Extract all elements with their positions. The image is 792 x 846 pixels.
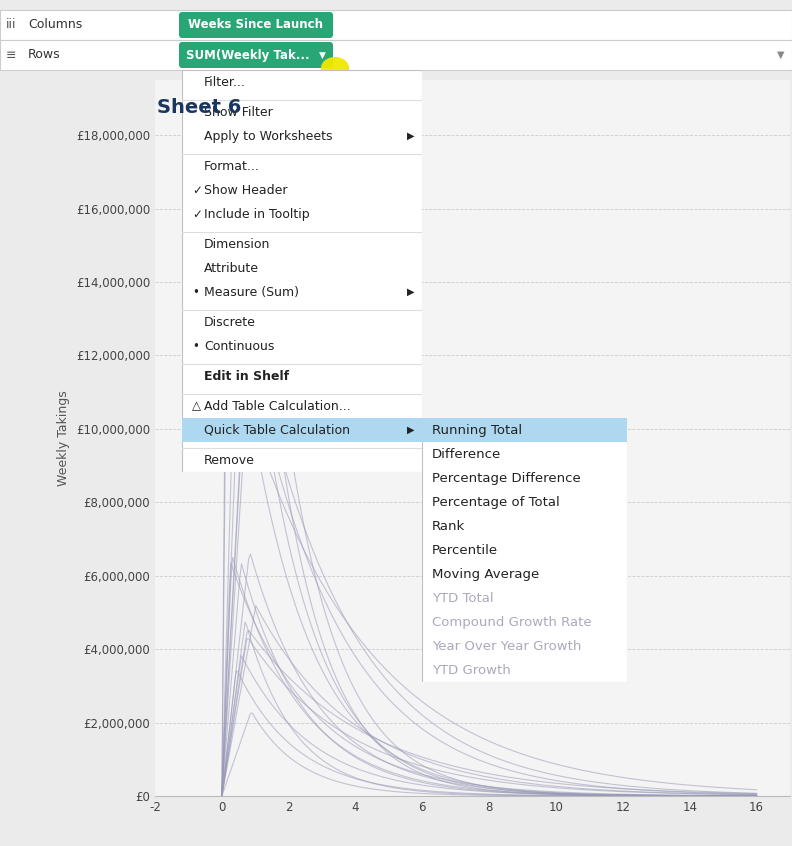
Text: SUM(Weekly Tak...: SUM(Weekly Tak... — [186, 48, 310, 62]
FancyBboxPatch shape — [424, 420, 629, 684]
Text: YTD Growth: YTD Growth — [432, 663, 511, 677]
Text: Filter...: Filter... — [204, 75, 246, 89]
Text: Include in Tooltip: Include in Tooltip — [204, 207, 310, 221]
Bar — [422, 418, 627, 442]
Text: •: • — [192, 285, 199, 299]
Text: Running Total: Running Total — [432, 424, 522, 437]
Text: Rows: Rows — [28, 48, 61, 62]
Text: Show Header: Show Header — [204, 184, 287, 196]
Text: Format...: Format... — [204, 160, 260, 173]
Bar — [182, 418, 422, 442]
Text: Discrete: Discrete — [204, 316, 256, 328]
FancyBboxPatch shape — [0, 10, 792, 40]
Text: ▶: ▶ — [406, 425, 414, 435]
Text: Sheet 6: Sheet 6 — [157, 98, 242, 117]
Text: Columns: Columns — [28, 19, 82, 31]
Text: ✓: ✓ — [192, 207, 202, 221]
Text: Remove: Remove — [204, 453, 255, 466]
Text: ≡: ≡ — [6, 48, 17, 62]
Text: iii: iii — [6, 19, 17, 31]
FancyBboxPatch shape — [179, 12, 333, 38]
Text: Continuous: Continuous — [204, 339, 274, 353]
Text: ▼: ▼ — [319, 51, 326, 59]
Text: Weeks Since Launch: Weeks Since Launch — [188, 19, 323, 31]
Text: Moving Average: Moving Average — [432, 568, 539, 580]
FancyBboxPatch shape — [422, 418, 627, 682]
FancyBboxPatch shape — [0, 40, 792, 70]
Text: Difference: Difference — [432, 448, 501, 460]
Text: ▼: ▼ — [776, 50, 784, 60]
FancyBboxPatch shape — [179, 42, 333, 68]
FancyBboxPatch shape — [182, 70, 422, 472]
Text: Measure (Sum): Measure (Sum) — [204, 285, 299, 299]
Y-axis label: Weekly Takings: Weekly Takings — [57, 390, 70, 486]
Text: Edit in Shelf: Edit in Shelf — [204, 370, 289, 382]
Text: ▶: ▶ — [406, 287, 414, 297]
Text: Rank: Rank — [432, 519, 465, 532]
Text: ✓: ✓ — [192, 184, 202, 196]
Text: Percentage Difference: Percentage Difference — [432, 471, 581, 485]
Text: YTD Total: YTD Total — [432, 591, 493, 605]
Text: ▶: ▶ — [406, 131, 414, 141]
Text: Attribute: Attribute — [204, 261, 259, 274]
Text: △: △ — [192, 399, 201, 413]
Text: Add Table Calculation...: Add Table Calculation... — [204, 399, 351, 413]
Text: Apply to Worksheets: Apply to Worksheets — [204, 129, 333, 142]
Text: Dimension: Dimension — [204, 238, 270, 250]
Text: Compound Growth Rate: Compound Growth Rate — [432, 616, 592, 629]
Text: Quick Table Calculation: Quick Table Calculation — [204, 424, 350, 437]
Text: Percentage of Total: Percentage of Total — [432, 496, 560, 508]
Text: Percentile: Percentile — [432, 543, 498, 557]
Text: Year Over Year Growth: Year Over Year Growth — [432, 640, 581, 652]
Ellipse shape — [321, 57, 349, 79]
Text: •: • — [192, 339, 199, 353]
Text: Show Filter: Show Filter — [204, 106, 272, 118]
FancyBboxPatch shape — [184, 72, 424, 474]
